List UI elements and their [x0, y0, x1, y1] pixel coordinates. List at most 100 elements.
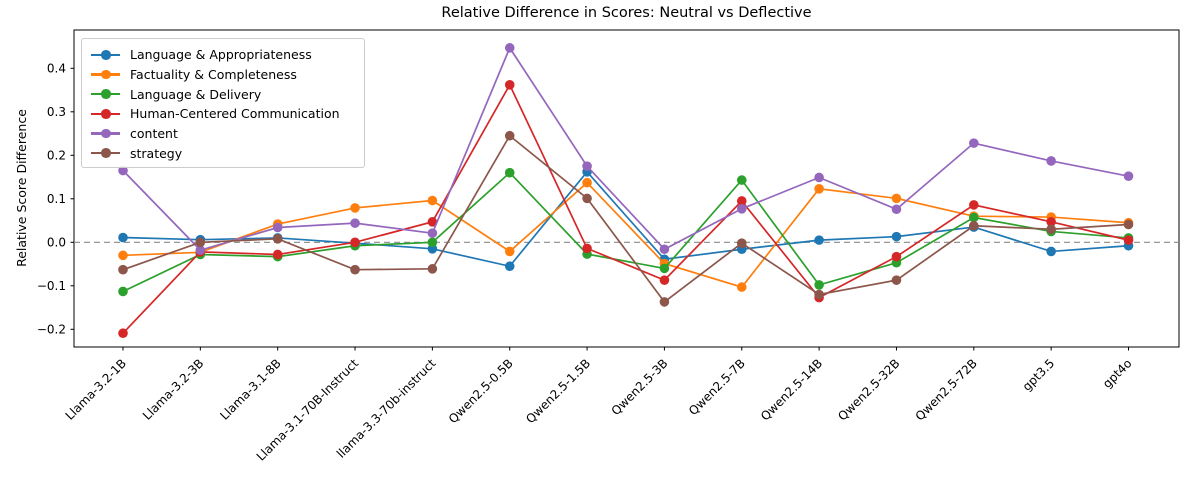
data-point: [814, 235, 824, 245]
data-point: [195, 237, 206, 248]
x-tick-label: Llama-3.1-8B: [217, 356, 283, 422]
data-point: [736, 175, 747, 185]
data-point: [118, 232, 128, 243]
data-point: [118, 328, 128, 339]
data-point: [582, 193, 592, 204]
axes-spines: [73, 29, 1180, 348]
x-tick-label: gpt4o: [1100, 356, 1135, 391]
data-point: [659, 263, 670, 274]
data-point: [504, 130, 515, 141]
data-point: [350, 218, 360, 228]
data-point: [504, 43, 515, 53]
data-point: [272, 222, 283, 233]
data-point: [736, 238, 747, 248]
data-point: [272, 234, 283, 244]
x-tick-label: Llama-3.2-1B: [63, 356, 129, 422]
x-tick-label: Qwen2.5-32B: [835, 356, 902, 423]
data-point: [1046, 217, 1056, 227]
y-tick-label: 0.4: [47, 62, 66, 76]
data-point: [736, 204, 747, 214]
y-tick-label: 0.3: [47, 105, 66, 119]
series-line-factuality-completeness: [122, 181, 1129, 289]
x-tick-label: Qwen2.5-72B: [913, 356, 980, 423]
legend-item: Language & Appropriateness: [91, 45, 356, 65]
y-tick-label: 0.1: [47, 192, 66, 206]
legend-marker: [91, 128, 120, 139]
data-point: [582, 161, 592, 171]
legend-label: Human-Centered Communication: [130, 106, 340, 122]
x-tick-label: Qwen2.5-3B: [609, 356, 671, 418]
data-point: [195, 245, 206, 255]
data-point: [891, 193, 902, 204]
data-point: [582, 243, 592, 254]
data-point: [969, 220, 979, 231]
data-point: [582, 177, 592, 188]
series-line-language-delivery: [122, 171, 1129, 293]
data-point: [118, 286, 128, 297]
x-tick-label: Qwen2.5-7B: [686, 356, 748, 418]
data-point: [118, 165, 128, 176]
data-point: [814, 183, 824, 194]
y-tick-label: 0.2: [47, 149, 66, 163]
x-tick-label: Llama-3.2-3B: [140, 356, 206, 422]
data-point: [427, 264, 438, 274]
legend-label: content: [130, 126, 178, 142]
data-point: [272, 249, 283, 260]
series-line-human-centered-communication: [122, 82, 1129, 334]
data-point: [814, 172, 824, 183]
legend-marker: [91, 89, 120, 99]
data-point: [504, 80, 515, 90]
y-tick-label: −0.1: [37, 279, 66, 293]
legend-label: Factuality & Completeness: [130, 67, 297, 82]
legend-marker: [91, 109, 120, 119]
data-point: [891, 251, 902, 262]
legend-item: Language & Delivery: [91, 84, 356, 104]
legend-marker: [91, 69, 120, 80]
chart-title: Relative Difference in Scores: Neutral v…: [441, 5, 812, 21]
data-point: [504, 246, 515, 257]
series-line-content: [122, 46, 1129, 252]
data-point: [736, 282, 747, 292]
data-point: [1046, 156, 1056, 166]
data-point: [350, 264, 360, 275]
legend-item: content: [91, 124, 356, 144]
data-point: [427, 217, 438, 227]
legend-label: Language & Delivery: [130, 86, 262, 102]
data-point: [118, 250, 128, 261]
x-tick-label: Qwen2.5-14B: [758, 356, 825, 423]
legend-label: Language & Appropriateness: [130, 47, 312, 63]
data-point: [891, 231, 902, 242]
data-point: [1123, 235, 1134, 245]
data-point: [1046, 246, 1056, 257]
data-point: [814, 280, 824, 290]
legend-item: strategy: [91, 143, 356, 163]
data-point: [350, 203, 360, 213]
x-tick-label: gpt3.5: [1020, 356, 1057, 393]
data-point: [118, 264, 128, 275]
series-line-language-appropriateness: [122, 170, 1129, 268]
data-point: [1046, 224, 1056, 235]
data-point: [1123, 171, 1134, 181]
x-tick-label: Qwen2.5-0.5B: [446, 356, 516, 426]
legend-label: strategy: [130, 145, 183, 161]
data-point: [969, 138, 979, 148]
data-point: [350, 237, 360, 248]
data-point: [504, 167, 515, 178]
legend-item: Human-Centered Communication: [91, 104, 356, 124]
data-point: [969, 212, 979, 223]
data-point: [659, 244, 670, 255]
legend-marker: [91, 50, 120, 60]
data-point: [504, 261, 515, 272]
data-point: [736, 196, 747, 206]
data-point: [659, 275, 670, 285]
data-point: [891, 204, 902, 215]
data-point: [427, 228, 438, 238]
data-point: [427, 237, 438, 248]
legend: Language & Appropriateness Factuality & …: [81, 38, 365, 168]
y-tick-label: 0.0: [47, 236, 66, 250]
data-point: [814, 289, 824, 300]
series-line-strategy: [122, 134, 1129, 304]
legend-item: Factuality & Completeness: [91, 65, 356, 85]
